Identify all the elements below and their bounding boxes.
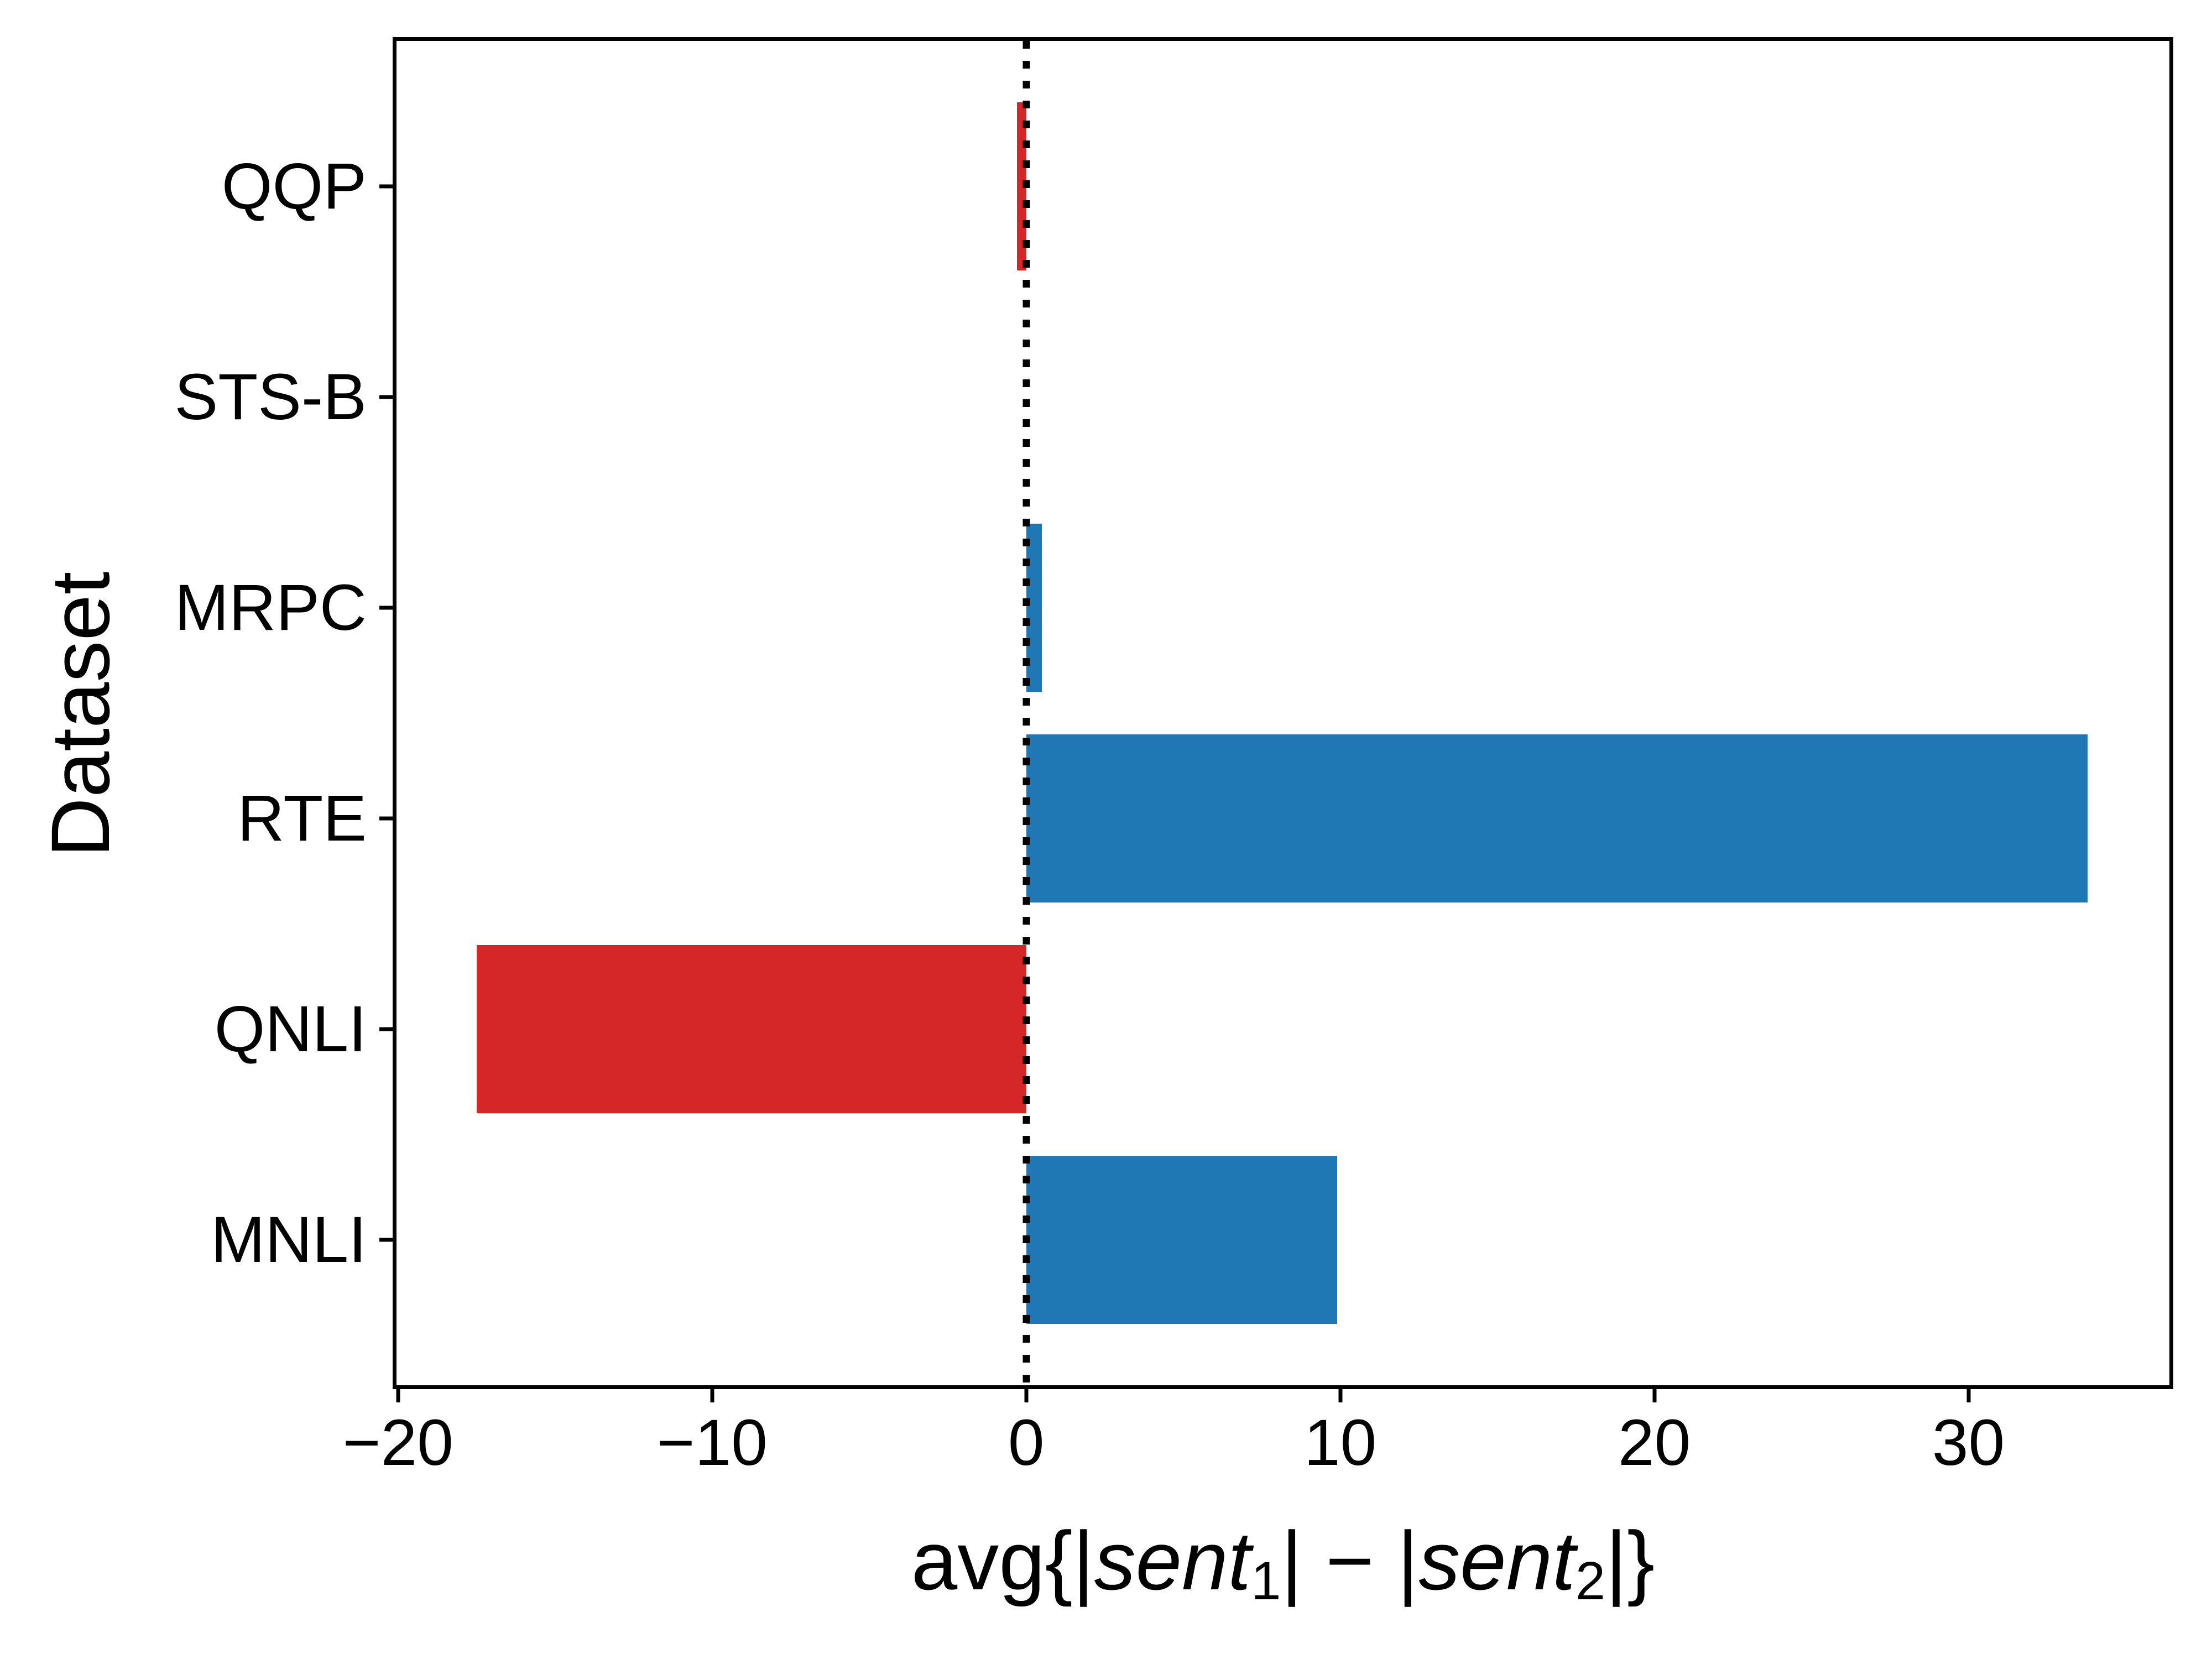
xlabel-sent1-word: sent (1094, 1514, 1251, 1607)
y-tick-qqp (379, 184, 393, 189)
zero-reference-line (1022, 41, 1030, 1385)
x-tick-20 (1652, 1389, 1657, 1402)
x-tick-label-30: 30 (1932, 1406, 2005, 1479)
x-tick-0 (1024, 1389, 1029, 1402)
xlabel-sub2: 2 (1575, 1550, 1606, 1611)
x-tick-30 (1966, 1389, 1971, 1402)
bar-qnli (476, 945, 1026, 1114)
y-tick-label-rte: RTE (237, 782, 367, 855)
y-tick-qnli (379, 1027, 393, 1031)
y-tick-label-mnli: MNLI (211, 1203, 367, 1277)
y-tick-label-qqp: QQP (221, 149, 367, 223)
y-tick-mrpc (379, 606, 393, 610)
x-axis-title: avg{|sent1| − |sent2|} (911, 1519, 1655, 1608)
plot-area: QQP STS-B MRPC RTE QNLI MNLI −20 −10 0 10 20 30 (175, 37, 2173, 1475)
x-tick-label-20: 20 (1618, 1406, 1691, 1479)
x-tick-10 (1338, 1389, 1343, 1402)
x-tick-label--20: −20 (342, 1406, 453, 1479)
x-tick-label-0: 0 (1008, 1406, 1045, 1479)
x-tick--20 (396, 1389, 400, 1402)
y-tick-label-mrpc: MRPC (174, 571, 367, 644)
xlabel-middle: | − | (1281, 1514, 1419, 1607)
x-tick-label-10: 10 (1304, 1406, 1377, 1479)
xlabel-sub1: 1 (1251, 1550, 1281, 1611)
y-tick-rte (379, 816, 393, 821)
x-tick-label--10: −10 (656, 1406, 768, 1479)
xlabel-sent2-word: sent (1418, 1514, 1575, 1607)
y-axis-title: Dataset (34, 571, 127, 858)
y-tick-sts-b (379, 395, 393, 399)
y-tick-label-qnli: QNLI (214, 993, 367, 1066)
x-tick--10 (710, 1389, 714, 1402)
bar-mnli (1026, 1155, 1337, 1324)
xlabel-prefix: avg{| (911, 1514, 1094, 1607)
y-tick-mnli (379, 1238, 393, 1242)
bar-rte (1026, 734, 2088, 903)
y-tick-label-sts-b: STS-B (174, 360, 367, 434)
xlabel-suffix: |} (1605, 1514, 1655, 1607)
